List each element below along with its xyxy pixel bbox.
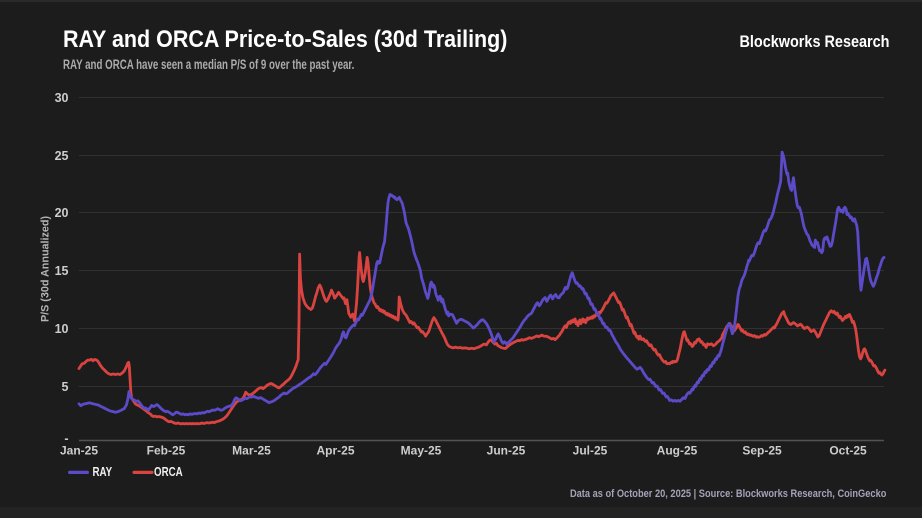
svg-text:Jun-25: Jun-25	[487, 444, 526, 458]
svg-text:30: 30	[55, 91, 69, 105]
svg-text:10: 10	[55, 322, 69, 336]
svg-text:25: 25	[55, 149, 69, 163]
svg-text:20: 20	[55, 206, 69, 220]
svg-text:Sep-25: Sep-25	[742, 444, 782, 458]
svg-text:Jan-25: Jan-25	[60, 444, 98, 458]
svg-text:5: 5	[62, 380, 69, 394]
svg-text:Feb-25: Feb-25	[147, 444, 186, 458]
svg-text:Mar-25: Mar-25	[232, 444, 271, 458]
svg-text:Oct-25: Oct-25	[829, 444, 867, 458]
svg-text:Aug-25: Aug-25	[657, 444, 698, 458]
svg-text:Jul-25: Jul-25	[573, 444, 608, 458]
svg-text:-: -	[64, 432, 68, 446]
svg-text:May-25: May-25	[401, 444, 442, 458]
svg-text:Apr-25: Apr-25	[316, 444, 354, 458]
svg-text:RAY: RAY	[93, 466, 113, 479]
svg-text:15: 15	[55, 264, 69, 278]
svg-text:P/S (30d Annualized): P/S (30d Annualized)	[39, 216, 51, 322]
svg-text:ORCA: ORCA	[154, 466, 183, 479]
